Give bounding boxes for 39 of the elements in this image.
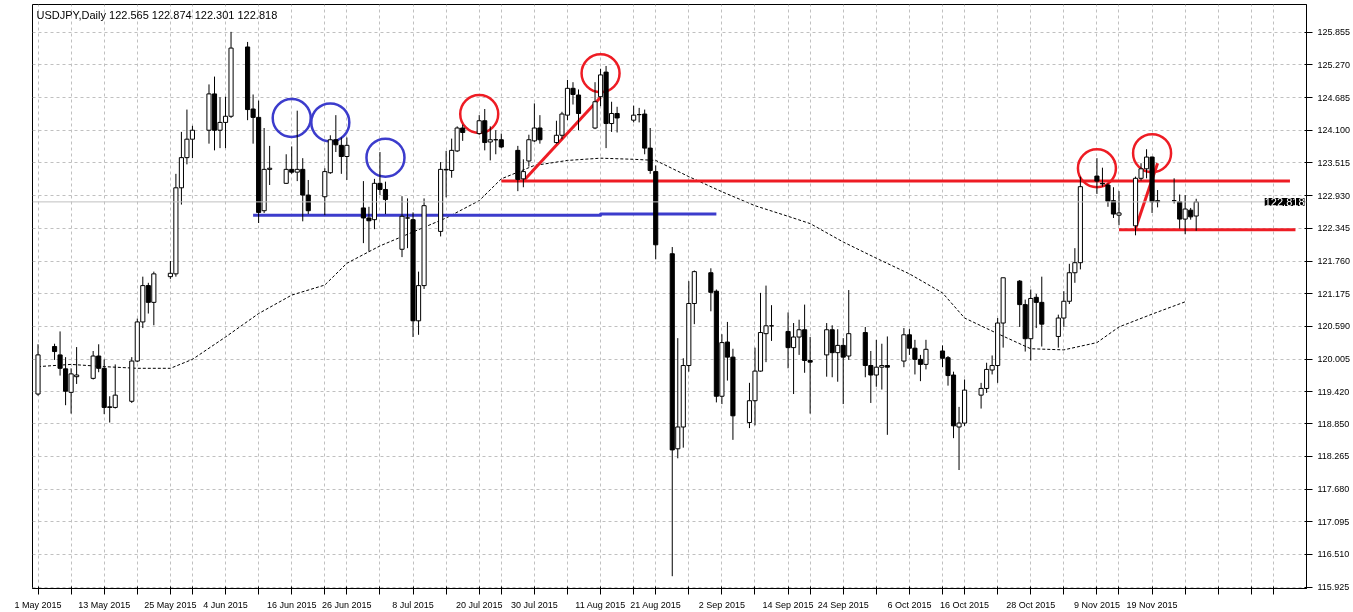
y-tick-label: 120.005	[1317, 354, 1351, 365]
x-tick-label: 8 Jul 2015	[392, 599, 434, 610]
y-tick-label: 117.095	[1317, 516, 1350, 527]
x-tick-label: 25 May 2015	[144, 599, 197, 610]
x-tick-label: 24 Sep 2015	[817, 599, 869, 610]
y-tick-label: 119.420	[1317, 386, 1350, 397]
ref-line-label: 122.818	[1264, 195, 1305, 208]
y-tick-label: 115.925	[1317, 582, 1350, 593]
y-tick-label: 125.270	[1317, 59, 1351, 70]
x-tick-label: 6 Oct 2015	[887, 599, 932, 610]
x-tick-label: 1 May 2015	[14, 599, 62, 610]
y-tick-label: 121.760	[1317, 256, 1351, 267]
y-tick-label: 124.100	[1317, 125, 1351, 136]
x-tick-label: 21 Aug 2015	[630, 599, 681, 610]
y-tick-label: 118.850	[1317, 418, 1350, 429]
x-tick-label: 4 Jun 2015	[203, 599, 248, 610]
y-tick-label: 120.590	[1317, 321, 1351, 332]
x-tick-label: 13 May 2015	[78, 599, 131, 610]
y-tick-label: 123.515	[1317, 157, 1351, 168]
y-tick-label: 121.175	[1317, 288, 1351, 299]
y-tick-label: 118.265	[1317, 451, 1350, 462]
x-tick-label: 14 Sep 2015	[762, 599, 814, 610]
y-tick-label: 125.855	[1317, 27, 1351, 38]
x-tick-label: 26 Jun 2015	[322, 599, 372, 610]
x-tick-label: 9 Nov 2015	[1073, 599, 1120, 610]
x-tick-label: 11 Aug 2015	[575, 599, 626, 610]
x-tick-label: 20 Jul 2015	[455, 599, 503, 610]
y-tick-label: 117.680	[1317, 484, 1350, 495]
y-tick-label: 122.345	[1317, 223, 1351, 234]
x-tick-label: 2 Sep 2015	[698, 599, 745, 610]
chart-title: USDJPY,Daily 122.565 122.874 122.301 122.818	[36, 8, 278, 21]
y-tick-label: 116.510	[1317, 549, 1350, 560]
x-tick-label: 28 Oct 2015	[1006, 599, 1056, 610]
x-tick-label: 16 Jun 2015	[266, 599, 317, 610]
y-tick-label: 124.685	[1317, 92, 1351, 103]
x-tick-label: 16 Oct 2015	[940, 599, 990, 610]
y-tick-label: 122.930	[1317, 190, 1351, 201]
x-tick-label: 30 Jul 2015	[511, 599, 558, 610]
x-tick-label: 19 Nov 2015	[1126, 599, 1178, 610]
